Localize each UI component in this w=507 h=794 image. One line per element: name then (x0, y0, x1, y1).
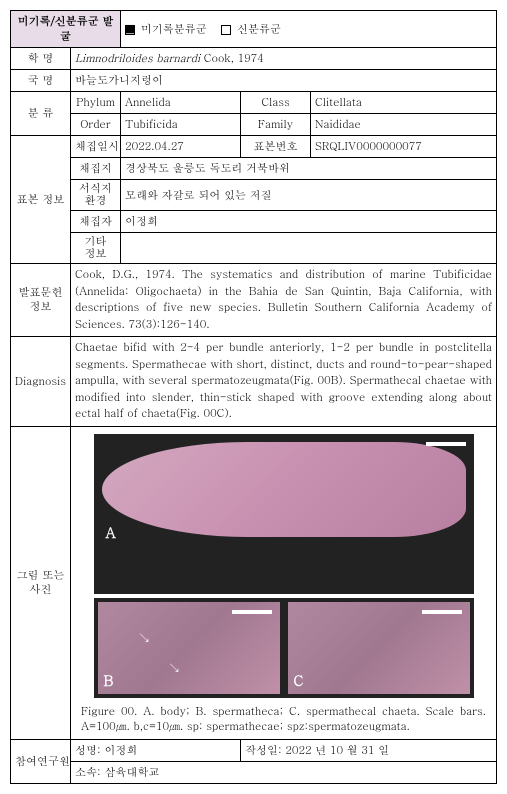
diag-label: Diagnosis (11, 337, 71, 427)
loc-label: 채집지 (71, 158, 121, 180)
researcher-row1: 참여연구원 성명: 이정희 작성일: 2022 년 10 월 31 일 (11, 739, 497, 761)
header-title: 미기록/신분류군 발굴 (11, 11, 121, 48)
option1-label: 미기록분류군 (141, 22, 207, 37)
scalebar-b (232, 610, 272, 614)
loc-value: 경상북도 울릉도 독도리 거북바위 (121, 158, 497, 180)
name-value: 이정희 (104, 743, 137, 758)
phylum-label: Phylum (71, 92, 121, 114)
pyobon-label: 표본 정보 (11, 136, 71, 264)
label-c: C (294, 670, 304, 690)
specimen-row5: 기타정보 (11, 233, 497, 264)
name-label: 성명: (75, 743, 101, 758)
figure-bc: ↘ ↘ B C (94, 598, 474, 698)
specimen-row2: 채집지 경상북도 울릉도 독도리 거북바위 (11, 158, 497, 180)
pic-label: 그림 또는사진 (11, 426, 71, 739)
class-label: Class (241, 92, 311, 114)
label-a: A (106, 522, 116, 542)
family-value: Naididae (311, 114, 497, 136)
specimen-c-image: C (288, 602, 470, 694)
order-value: Tubificida (121, 114, 241, 136)
date2-value: 2022 년 10 월 31 일 (285, 743, 389, 758)
taxonomy-row2: Order Tubificida Family Naididae (11, 114, 497, 136)
label-b: B (104, 670, 114, 690)
bunryu-label: 분 류 (11, 92, 71, 136)
affil-cell: 소속: 삼육대학교 (71, 761, 497, 783)
order-label: Order (71, 114, 121, 136)
taxonomy-row1: 분 류 Phylum Annelida Class Clitellata (11, 92, 497, 114)
option2-label: 신분류군 (237, 22, 281, 37)
phylum-value: Annelida (121, 92, 241, 114)
main-table: 미기록/신분류군 발굴 미기록분류군 신분류군 학 명 Limnodriloid… (10, 10, 497, 784)
col-value: 이정희 (121, 211, 497, 233)
figure-caption: Figure 00. A. body; B. spermatheca; C. s… (75, 702, 492, 736)
publication-row: 발표문헌정보 Cook, D.G., 1974. The systematics… (11, 264, 497, 337)
pub-label: 발표문헌정보 (11, 264, 71, 337)
hab-label: 서식지환경 (71, 180, 121, 211)
col-label: 채집자 (71, 211, 121, 233)
figure-a: A (94, 434, 474, 594)
name-cell: 성명: 이정희 (71, 739, 241, 761)
picture-row: 그림 또는사진 A ↘ ↘ B C Figure 00. A. body; (11, 426, 497, 739)
specimen-body-image (102, 442, 466, 537)
etc-value (121, 233, 497, 264)
family-label: Family (241, 114, 311, 136)
diagnosis-row: Diagnosis Chaetae bifid with 2-4 per bun… (11, 337, 497, 427)
header-options: 미기록분류군 신분류군 (121, 11, 497, 48)
num-label: 표본번호 (241, 136, 311, 158)
researcher-row2: 소속: 삼육대학교 (11, 761, 497, 783)
header-row: 미기록/신분류군 발굴 미기록분류군 신분류군 (11, 11, 497, 48)
affil-label: 소속: (75, 765, 101, 780)
date-value: 2022.04.27 (121, 136, 241, 158)
checkbox-new[interactable] (221, 25, 231, 35)
scalebar-a (426, 442, 466, 446)
scalebar-c (422, 610, 462, 614)
diag-text: Chaetae bifid with 2-4 per bundle anteri… (71, 337, 497, 427)
hakname-label: 학 명 (11, 48, 71, 70)
etc-label: 기타정보 (71, 233, 121, 264)
date-label: 채집일시 (71, 136, 121, 158)
class-value: Clitellata (311, 92, 497, 114)
gukname-label: 국 명 (11, 70, 71, 92)
hakname-row: 학 명 Limnodriloides barnardi Cook, 1974 (11, 48, 497, 70)
checkbox-recorded[interactable] (125, 25, 135, 35)
arrow-icon: ↘ (138, 627, 152, 647)
specimen-row3: 서식지환경 모래와 자갈로 되어 있는 저질 (11, 180, 497, 211)
gukname-row: 국 명 바늘도가니지렁이 (11, 70, 497, 92)
date2-cell: 작성일: 2022 년 10 월 31 일 (241, 739, 497, 761)
arrow-icon: ↘ (168, 657, 182, 677)
date2-label: 작성일: (245, 743, 282, 758)
affil-value: 삼육대학교 (104, 765, 159, 780)
gukname-value: 바늘도가니지렁이 (71, 70, 497, 92)
pic-cell: A ↘ ↘ B C Figure 00. A. body; B. spermat… (71, 426, 497, 739)
hakname-value: Limnodriloides barnardi Cook, 1974 (71, 48, 497, 70)
researcher-label: 참여연구원 (11, 739, 71, 783)
specimen-row1: 표본 정보 채집일시 2022.04.27 표본번호 SRQLIV0000000… (11, 136, 497, 158)
num-value: SRQLIV0000000077 (311, 136, 497, 158)
specimen-b-image: ↘ ↘ B (98, 602, 280, 694)
hab-value: 모래와 자갈로 되어 있는 저질 (121, 180, 497, 211)
pub-text: Cook, D.G., 1974. The systematics and di… (71, 264, 497, 337)
specimen-row4: 채집자 이정희 (11, 211, 497, 233)
